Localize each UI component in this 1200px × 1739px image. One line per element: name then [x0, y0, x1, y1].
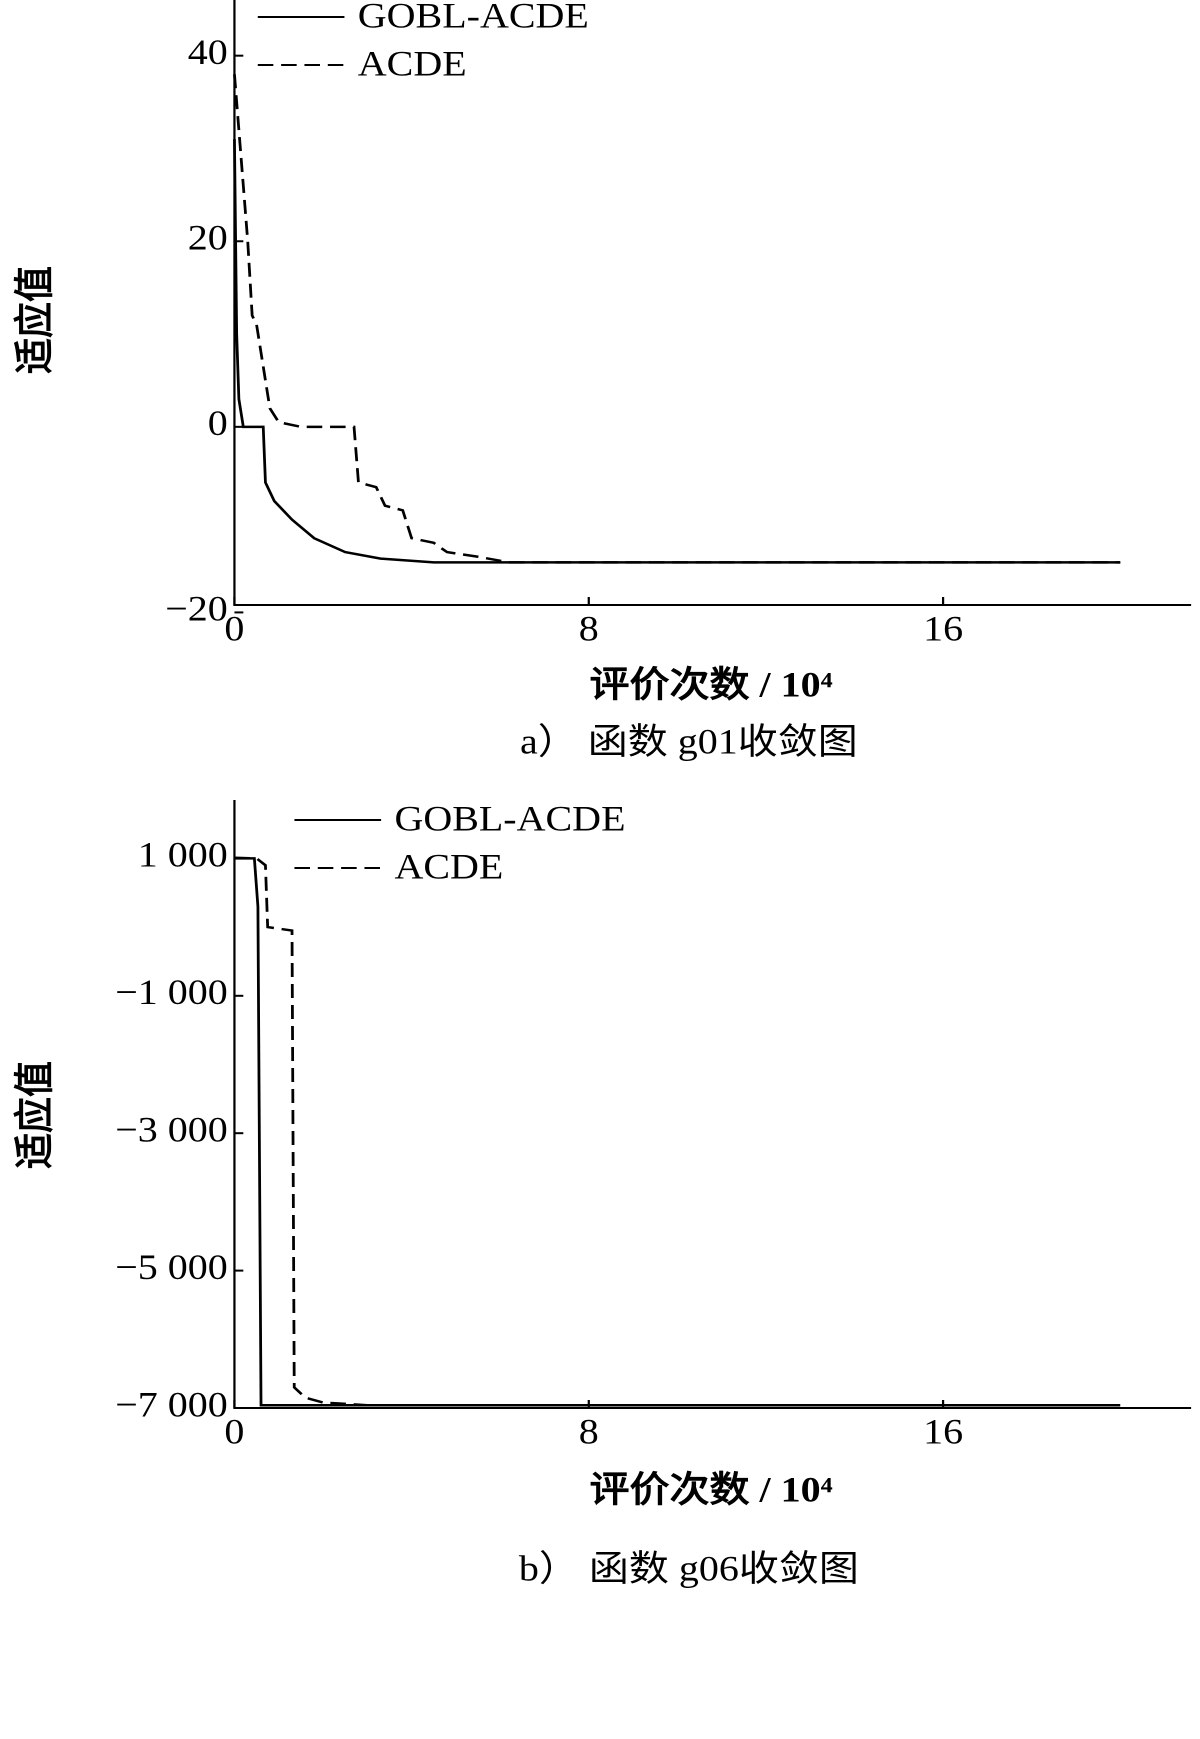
y-tick-label: −1 000 — [115, 973, 228, 1013]
x-tick-label: 16 — [923, 609, 963, 649]
legend-label: ACDE — [394, 847, 503, 887]
x-axis-label: 评价次数 / 10⁴ — [590, 1470, 834, 1510]
y-tick-label: −7 000 — [115, 1385, 228, 1425]
series-line — [233, 74, 1121, 564]
y-tick-label: 1 000 — [138, 835, 228, 875]
x-tick-label: 8 — [579, 1412, 599, 1452]
x-axis-label: 评价次数 / 10⁴ — [590, 665, 834, 705]
y-tick-label: 20 — [188, 218, 228, 258]
axes — [233, 0, 1192, 606]
legend-label: GOBL-ACDE — [394, 799, 625, 839]
legend-label: ACDE — [358, 44, 467, 84]
caption: a） 函数 g01收敛图 — [520, 722, 858, 762]
y-tick-label: −3 000 — [115, 1110, 228, 1150]
y-tick-label: 0 — [208, 404, 228, 444]
series-line — [234, 856, 1121, 1407]
y-tick-label: −5 000 — [115, 1248, 228, 1288]
axes — [233, 800, 1192, 1409]
y-axis-label: 适应值 — [13, 266, 57, 374]
y-axis-label: 适应值 — [13, 1061, 57, 1169]
x-tick-label: 0 — [224, 609, 244, 649]
x-tick-label: 0 — [224, 1412, 244, 1452]
series-line — [233, 139, 1121, 564]
x-tick-label: 16 — [923, 1412, 963, 1452]
y-tick-label: 40 — [188, 33, 228, 73]
series-line — [234, 857, 1121, 1407]
y-tick-label: −20 — [165, 589, 228, 629]
caption: b） 函数 g06收敛图 — [519, 1549, 859, 1589]
x-tick-label: 8 — [579, 609, 599, 649]
legend-label: GOBL-ACDE — [358, 0, 589, 36]
